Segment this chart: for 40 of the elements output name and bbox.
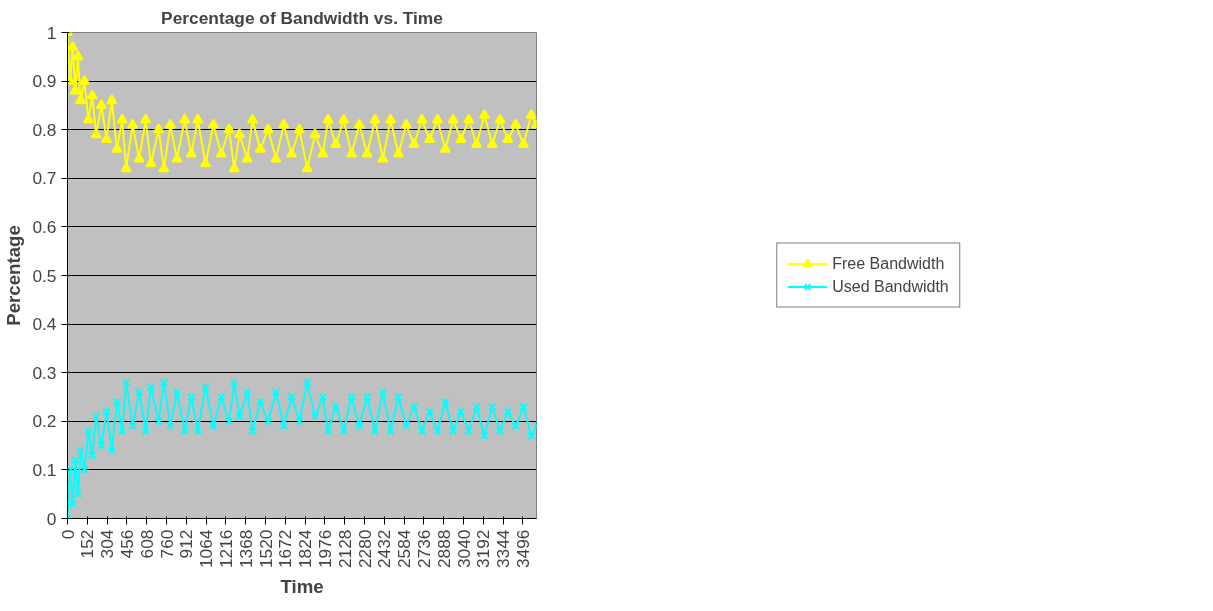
y-tick-label: 0 xyxy=(46,508,57,529)
legend-label: Used Bandwidth xyxy=(832,277,949,296)
y-tick-label: 0.5 xyxy=(32,265,57,286)
x-tick-label: 2280 xyxy=(354,529,375,569)
y-tick-label: 0.4 xyxy=(32,314,57,335)
x-tick-label: 1064 xyxy=(196,529,217,569)
x-tick-label: 3192 xyxy=(473,529,494,569)
x-tick-label: 2584 xyxy=(394,529,415,569)
x-tick-label: 1368 xyxy=(235,529,256,569)
x-axis-title: Time xyxy=(280,576,324,598)
x-tick-label: 152 xyxy=(77,529,98,559)
y-tick-label: 1 xyxy=(46,22,57,43)
y-tick-label: 0.2 xyxy=(32,411,57,432)
x-tick-label: 1672 xyxy=(275,529,296,569)
y-tick-label: 0.6 xyxy=(32,216,57,237)
x-tick-label: 912 xyxy=(176,529,197,559)
x-tick-label: 760 xyxy=(156,529,177,559)
x-tick-label: 2432 xyxy=(374,529,395,569)
x-tick-label: 608 xyxy=(136,529,157,559)
x-tick-label: 1216 xyxy=(215,529,236,569)
chart-title: Percentage of Bandwidth vs. Time xyxy=(161,7,444,28)
y-tick-label: 0.8 xyxy=(32,119,57,140)
legend-label: Free Bandwidth xyxy=(832,254,945,273)
x-tick-label: 3344 xyxy=(493,529,514,569)
y-tick-label: 0.3 xyxy=(32,362,57,383)
x-tick-label: 3040 xyxy=(453,529,474,569)
x-tick-label: 304 xyxy=(97,529,118,559)
y-tick-label: 0.9 xyxy=(32,71,57,92)
x-tick-label: 456 xyxy=(116,529,137,559)
x-tick-label: 2888 xyxy=(433,529,454,569)
x-tick-label: 0 xyxy=(57,529,78,540)
x-tick-label: 2128 xyxy=(334,529,355,569)
x-tick-label: 1976 xyxy=(314,529,335,569)
y-tick-label: 0.1 xyxy=(32,459,57,480)
x-tick-label: 1520 xyxy=(255,529,276,569)
y-axis-title: Percentage xyxy=(3,225,25,326)
x-tick-label: 1824 xyxy=(295,529,316,569)
x-tick-label: 2736 xyxy=(413,529,434,569)
y-tick-label: 0.7 xyxy=(32,168,57,189)
x-tick-label: 3496 xyxy=(512,529,533,569)
